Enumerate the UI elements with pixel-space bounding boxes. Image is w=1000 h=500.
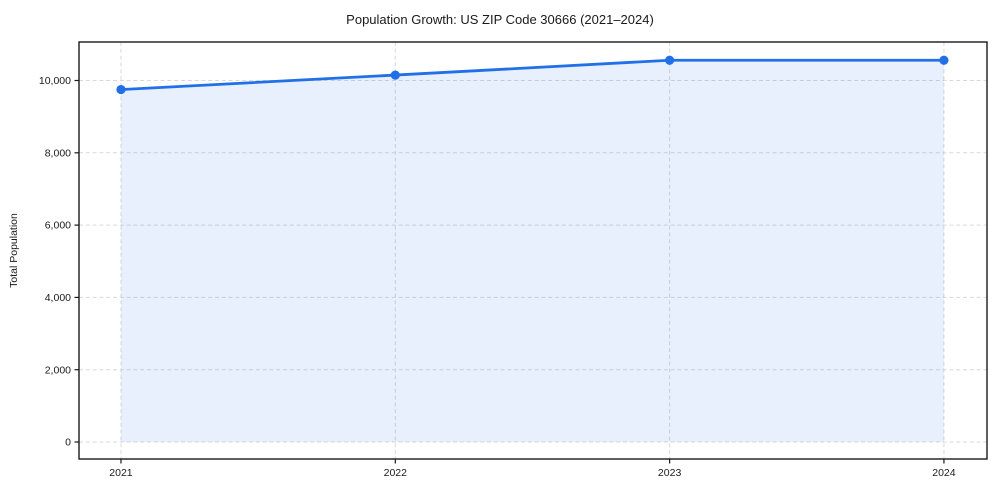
y-tick-label: 2,000 — [45, 364, 71, 376]
y-tick-label: 4,000 — [45, 292, 71, 304]
x-tick-label: 2021 — [109, 467, 133, 479]
data-point-marker — [939, 55, 949, 65]
plot-border — [78, 41, 988, 460]
y-tick-label: 6,000 — [45, 220, 71, 232]
y-tick-label: 0 — [65, 437, 71, 449]
data-point-marker — [390, 70, 400, 80]
y-tick-label: 8,000 — [45, 147, 71, 159]
data-point-marker — [116, 84, 126, 95]
data-point-marker — [665, 55, 675, 65]
y-axis-label: Total Population — [8, 213, 20, 288]
x-tick-label: 2022 — [384, 467, 408, 479]
series-line — [119, 58, 946, 91]
y-tick-label: 10,000 — [39, 75, 71, 87]
x-tick-label: 2023 — [658, 467, 682, 479]
area-fill — [120, 60, 944, 443]
chart-title: Population Growth: US ZIP Code 30666 (20… — [346, 12, 654, 27]
x-tick-label: 2024 — [932, 467, 956, 479]
